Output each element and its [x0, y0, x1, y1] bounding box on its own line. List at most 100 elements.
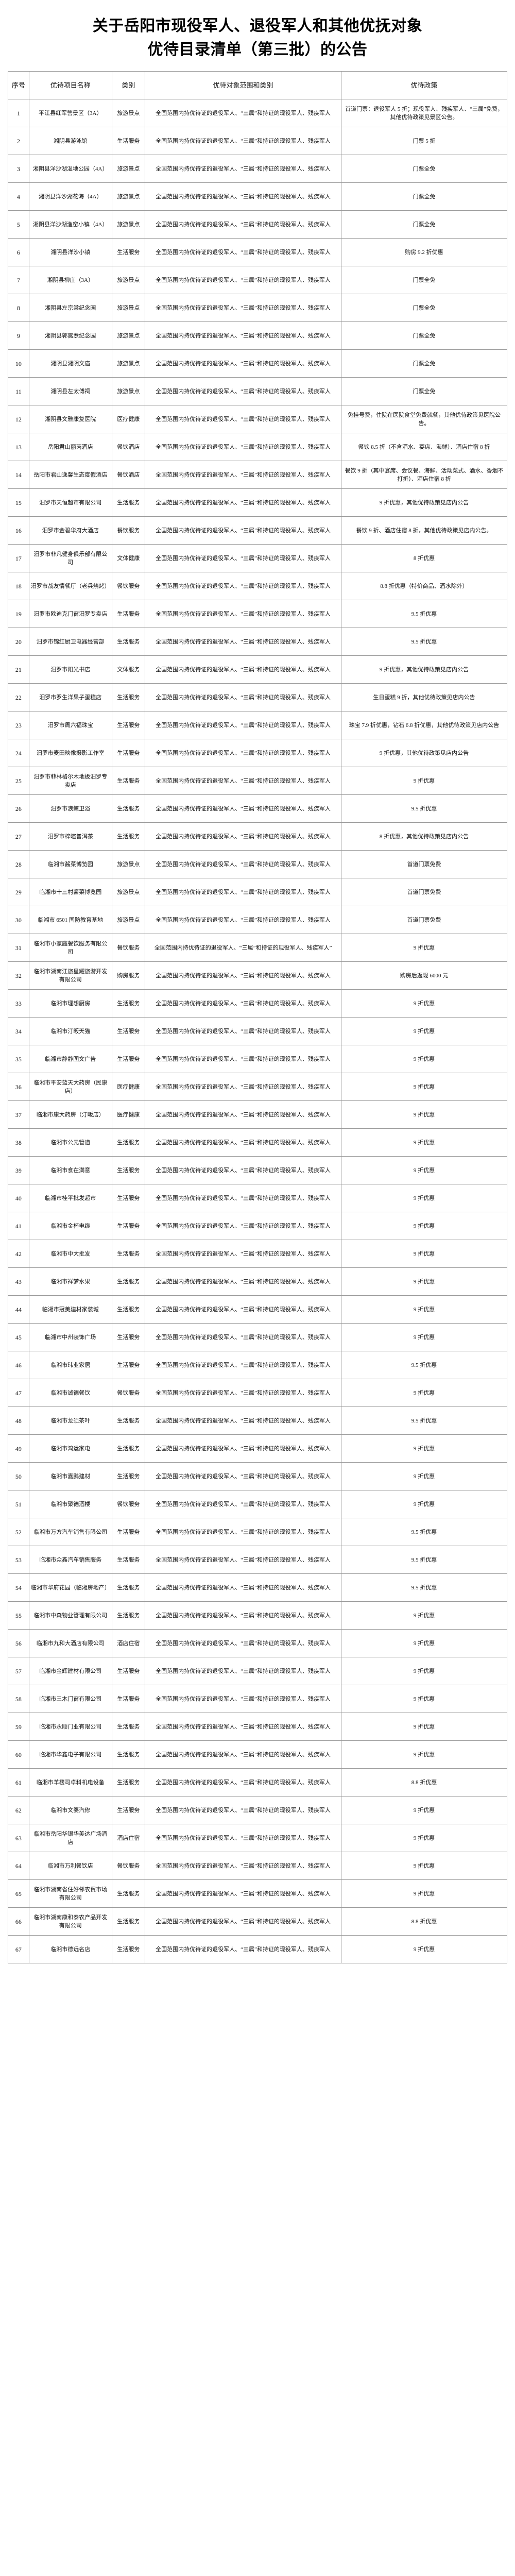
- table-row: 19 汨罗市欧迪克门窗汨罗专卖店 生活服务 全国范围内持优待证的退役军人、“三属”和持…: [8, 600, 507, 628]
- cell-scope: 全国范围内持优待证的退役军人、“三属”和持证的现役军人、残疾军人: [145, 1796, 342, 1824]
- cell-category: 生活服务: [111, 628, 146, 656]
- cell-name: 临湘市岳阳华银华美达广场酒店: [28, 1824, 112, 1852]
- table-row: 1 平江县红军营景区（3A） 旅游景点 全国范围内持优待证的退役军人、“三属”和持证的…: [8, 99, 507, 127]
- cell-scope: 全国范围内持优待证的退役军人、“三属”和持证的现役军人、残疾军人: [145, 600, 342, 628]
- cell-category: 旅游景点: [111, 182, 146, 211]
- table-row: 25 汨罗市菲林格尔木地板汨罗专卖店 生活服务 全国范围内持优待证的退役军人、“三属”…: [8, 767, 507, 795]
- cell-index: 57: [8, 1657, 29, 1685]
- cell-scope: 全国范围内持优待证的退役军人、“三属”和持证的现役军人、残疾军人: [145, 1267, 342, 1296]
- cell-name: 湘阴县洋沙湖湿地公园（4A）: [28, 155, 112, 183]
- cell-index: 24: [8, 739, 29, 767]
- cell-name: 汨罗市菲林格尔木地板汨罗专卖店: [28, 767, 112, 795]
- cell-index: 38: [8, 1128, 29, 1157]
- table-row: 17 汨罗市非凡健身俱乐部有限公司 文体健康 全国范围内持优待证的退役军人、“三属”和…: [8, 544, 507, 572]
- table-row: 30 临湘市 6501 国防教育基地 旅游景点 全国范围内持优待证的退役军人、“三属”…: [8, 906, 507, 934]
- cell-policy: 9 折优惠: [341, 1879, 507, 1908]
- cell-category: 旅游景点: [111, 377, 146, 405]
- cell-scope: 全国范围内持优待证的退役军人、“三属”和持证的现役军人、残疾军人: [145, 655, 342, 684]
- table-row: 53 临湘市众鑫汽车销售服务 生活服务 全国范围内持优待证的退役军人、“三属”和持证的…: [8, 1546, 507, 1574]
- cell-index: 6: [8, 238, 29, 266]
- cell-name: 临湘市永顺门业有限公司: [28, 1713, 112, 1741]
- cell-scope: 全国范围内持优待证的退役军人、“三属”和持证的现役军人、残疾军人: [145, 1462, 342, 1490]
- cell-policy: 9 折优惠: [341, 1128, 507, 1157]
- cell-index: 2: [8, 127, 29, 155]
- cell-scope: 全国范围内持优待证的退役军人、“三属”和持证的现役军人、残疾军人: [145, 1351, 342, 1379]
- cell-category: 生活服务: [111, 1267, 146, 1296]
- cell-name: 临湘市九和大酒店有限公司: [28, 1629, 112, 1657]
- cell-category: 旅游景点: [111, 878, 146, 906]
- cell-policy: 9.5 折优惠: [341, 1406, 507, 1435]
- cell-category: 生活服务: [111, 1323, 146, 1351]
- cell-category: 生活服务: [111, 1351, 146, 1379]
- table-header-row: 序号 优待项目名称 类别 优待对象范围和类别 优待政策: [8, 71, 507, 99]
- cell-policy: 9 折优惠: [341, 1295, 507, 1324]
- cell-name: 湘阴县洋沙湖渔窑小镇（4A）: [28, 210, 112, 239]
- cell-category: 生活服务: [111, 1685, 146, 1713]
- table-row: 21 汨罗市阳光书店 文体服务 全国范围内持优待证的退役军人、“三属”和持证的现役军人…: [8, 655, 507, 684]
- cell-policy: 首道门票：退役军人 5 折；现役军人、残疾军人、“三属”免费，其他优待政策见景区…: [341, 99, 507, 127]
- cell-index: 45: [8, 1323, 29, 1351]
- cell-name: 临湘市嘉鹏建材: [28, 1462, 112, 1490]
- cell-category: 生活服务: [111, 1657, 146, 1685]
- cell-scope: 全国范围内持优待证的退役军人、“三属”和持证的现役军人、残疾军人: [145, 377, 342, 405]
- cell-index: 51: [8, 1490, 29, 1518]
- cell-name: 汨罗市周六福珠宝: [28, 711, 112, 739]
- cell-scope: 全国范围内持优待证的退役军人、“三属”和持证的现役军人、残疾军人: [145, 1406, 342, 1435]
- cell-category: 文体服务: [111, 655, 146, 684]
- cell-policy: 9 折优惠: [341, 1685, 507, 1713]
- cell-index: 63: [8, 1824, 29, 1852]
- cell-category: 餐饮服务: [111, 572, 146, 600]
- cell-policy: 餐饮 9 折、酒店住宿 8 折，其他优待政策见店内公告。: [341, 516, 507, 545]
- cell-category: 生活服务: [111, 989, 146, 1018]
- cell-index: 62: [8, 1796, 29, 1824]
- cell-name: 汨罗市麦田映像摄影工作室: [28, 739, 112, 767]
- table-row: 29 临湘市十三村酱菜博览园 旅游景点 全国范围内持优待证的退役军人、“三属”和持证的…: [8, 878, 507, 906]
- cell-name: 临湘市静静图文广告: [28, 1045, 112, 1073]
- cell-policy: 9 折优惠: [341, 1212, 507, 1240]
- cell-index: 8: [8, 294, 29, 322]
- cell-scope: 全国范围内持优待证的退役军人、“三属”和持证的现役军人、残疾军人: [145, 961, 342, 990]
- table-row: 67 临湘市德远名店 生活服务 全国范围内持优待证的退役军人、“三属”和持证的现役军人…: [8, 1935, 507, 1963]
- cell-scope: 全国范围内持优待证的退役军人、“三属”和持证的现役军人、残疾军人: [145, 1434, 342, 1463]
- table-row: 58 临湘市三木门窗有限公司 生活服务 全国范围内持优待证的退役军人、“三属”和持证的…: [8, 1685, 507, 1713]
- page-title: 关于岳阳市现役军人、退役军人和其他优抚对象 优待目录清单（第三批）的公告: [0, 0, 515, 66]
- cell-policy: 9 折优惠: [341, 1045, 507, 1073]
- table-row: 66 临湘市湖南康和泰农产品开发有限公司 生活服务 全国范围内持优待证的退役军人、“三…: [8, 1907, 507, 1936]
- cell-scope: 全国范围内持优待证的退役军人、“三属”和持证的现役军人、残疾军人: [145, 1768, 342, 1797]
- cell-category: 生活服务: [111, 1546, 146, 1574]
- cell-category: 生活服务: [111, 1156, 146, 1184]
- cell-policy: 9 折优惠: [341, 1713, 507, 1741]
- cell-policy: 9 折优惠: [341, 1379, 507, 1407]
- cell-category: 餐饮服务: [111, 1379, 146, 1407]
- cell-scope: 全国范围内持优待证的退役军人、“三属”和持证的现役军人、残疾军人: [145, 1100, 342, 1129]
- cell-category: 生活服务: [111, 1184, 146, 1212]
- cell-index: 27: [8, 822, 29, 851]
- table-row: 50 临湘市嘉鹏建材 生活服务 全国范围内持优待证的退役军人、“三属”和持证的现役军人…: [8, 1462, 507, 1490]
- table-row: 64 临湘市万利餐饮店 餐饮服务 全国范围内持优待证的退役军人、“三属”和持证的现役军…: [8, 1852, 507, 1880]
- table-row: 4 湘阴县洋沙湖花海（4A） 旅游景点 全国范围内持优待证的退役军人、“三属”和持证的…: [8, 182, 507, 211]
- preferential-treatment-table: 序号 优待项目名称 类别 优待对象范围和类别 优待政策 1 平江县红军营景区（3A…: [8, 71, 507, 1963]
- table-row: 38 临湘市公元管道 生活服务 全国范围内持优待证的退役军人、“三属”和持证的现役军人…: [8, 1128, 507, 1157]
- cell-policy: 9 折优惠: [341, 1740, 507, 1769]
- cell-category: 生活服务: [111, 683, 146, 711]
- cell-scope: 全国范围内持优待证的退役军人、“三属”和持证的现役军人、残疾军人: [145, 99, 342, 127]
- cell-name: 临湘市康大药房（汀畈店）: [28, 1100, 112, 1129]
- cell-index: 39: [8, 1156, 29, 1184]
- cell-name: 汨罗市战友情餐厅（老兵烧烤）: [28, 572, 112, 600]
- table-row: 51 临湘市聚德酒楼 餐饮服务 全国范围内持优待证的退役军人、“三属”和持证的现役军人…: [8, 1490, 507, 1518]
- cell-category: 餐饮酒店: [111, 433, 146, 461]
- cell-category: 生活服务: [111, 794, 146, 823]
- table-row: 3 湘阴县洋沙湖湿地公园（4A） 旅游景点 全国范围内持优待证的退役军人、“三属”和持…: [8, 155, 507, 183]
- cell-name: 临湘市万方汽车销售有限公司: [28, 1518, 112, 1546]
- cell-policy: 9 折优惠，其他优待政策见店内公告: [341, 488, 507, 517]
- cell-name: 临湘市中大批发: [28, 1240, 112, 1268]
- cell-index: 26: [8, 794, 29, 823]
- table-row: 65 临湘市湖南省住好邻农贸市场有限公司 生活服务 全国范围内持优待证的退役军人、“三…: [8, 1879, 507, 1908]
- cell-scope: 全国范围内持优待证的退役军人、“三属”和持证的现役军人、残疾军人: [145, 794, 342, 823]
- cell-policy: 门票全免: [341, 321, 507, 350]
- cell-policy: 8 折优惠: [341, 544, 507, 572]
- table-row: 34 临湘市汀畈天猫 生活服务 全国范围内持优待证的退役军人、“三属”和持证的现役军人…: [8, 1017, 507, 1045]
- table-row: 14 岳阳市君山逸馨生态度假酒店 餐饮酒店 全国范围内持优待证的退役军人、“三属”和持…: [8, 461, 507, 489]
- cell-scope: 全国范围内持优待证的退役军人、“三属”和持证的现役军人、残疾军人: [145, 1490, 342, 1518]
- cell-scope: 全国范围内持优待证的退役军人、“三属”和持证的现役军人、残疾军人: [145, 155, 342, 183]
